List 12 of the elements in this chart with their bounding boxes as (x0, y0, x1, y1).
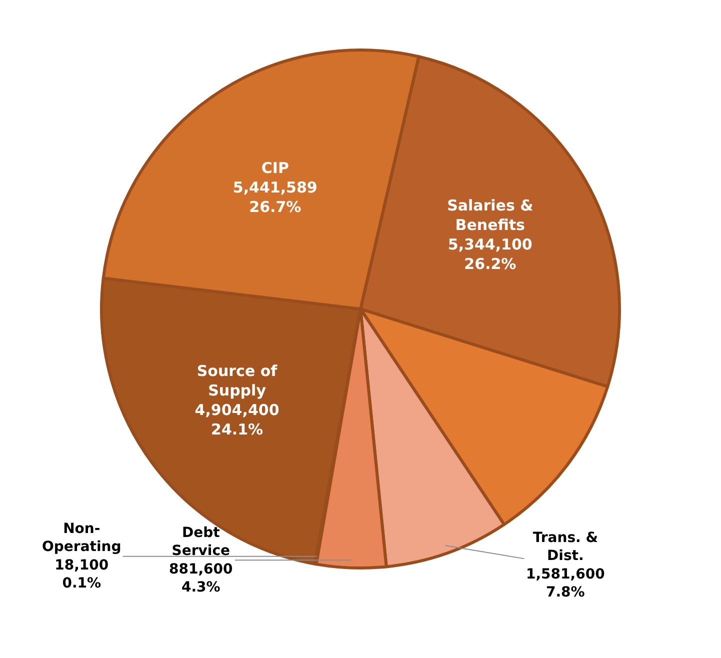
data-label: 4,904,400 24.1% (194, 401, 280, 439)
slice-label: CIP (261, 158, 289, 177)
slice-label: Salaries & Benefits (447, 196, 534, 234)
data-label: 5,441,589 26.7% (232, 178, 318, 216)
data-label: 5,344,100 26.2% (448, 236, 532, 274)
slice-label: Source of Supply (196, 362, 278, 400)
data-label: 1,581,600 7.8% (526, 566, 606, 601)
data-label: 881,600 4.3% (169, 561, 234, 596)
slice-label: Non- Operating (42, 521, 122, 556)
slice-label: Trans. & Dist. (532, 530, 598, 564)
data-label: 18,100 0.1% (54, 557, 109, 592)
slice-label: Debt Service (172, 525, 230, 560)
